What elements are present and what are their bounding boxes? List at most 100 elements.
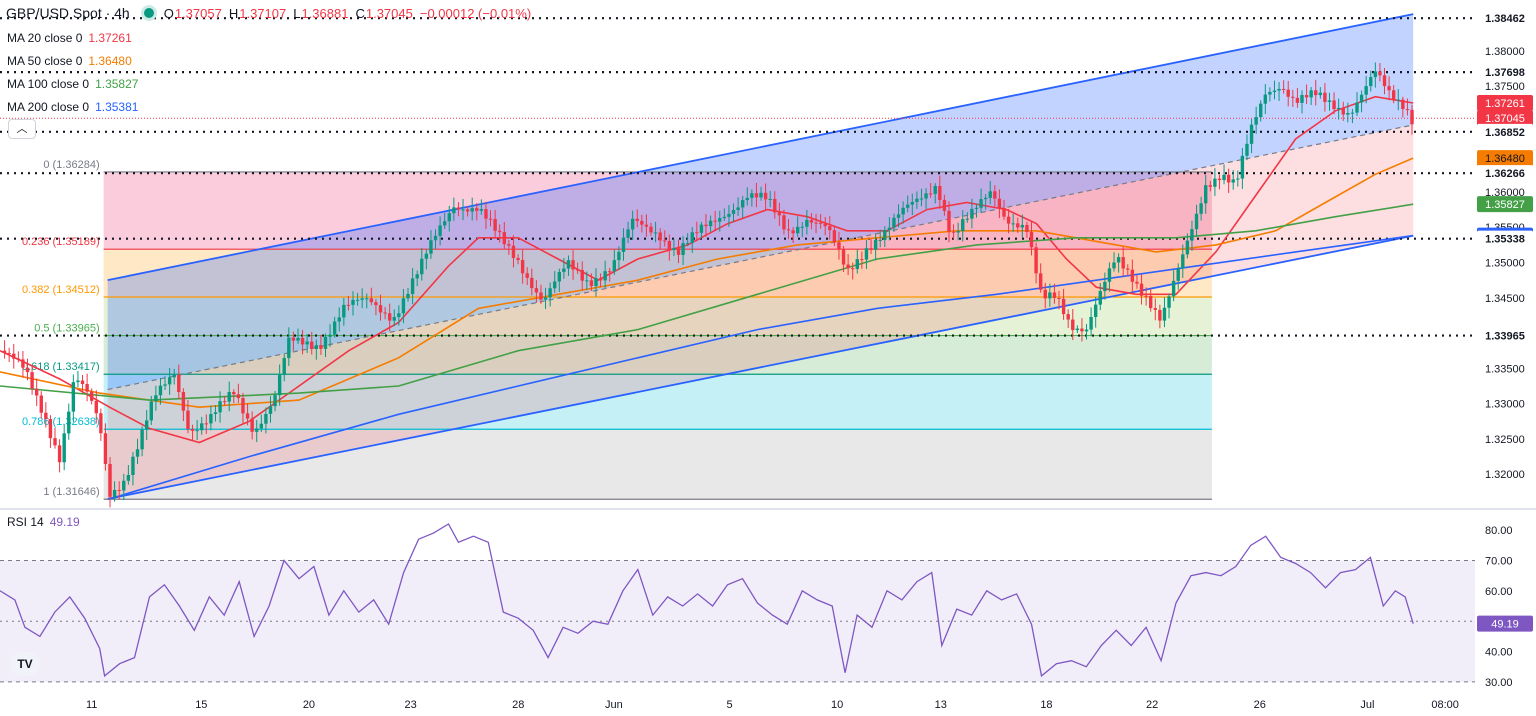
candle-body bbox=[557, 271, 562, 282]
candle-body bbox=[62, 433, 66, 463]
candle-body bbox=[1323, 92, 1327, 102]
candle-body bbox=[1309, 90, 1313, 98]
candle-body bbox=[1268, 91, 1272, 95]
candle-body bbox=[135, 449, 140, 457]
candle-body bbox=[53, 438, 57, 446]
symbol-title[interactable]: GBP/USD Spot · 4h bbox=[6, 5, 130, 21]
ma200-line bbox=[109, 234, 1414, 500]
candle-body bbox=[1332, 100, 1336, 110]
candle-body bbox=[621, 237, 626, 252]
candle-body bbox=[575, 269, 580, 271]
candle-body bbox=[25, 367, 30, 373]
collapse-legend-button[interactable]: ︿ bbox=[8, 119, 36, 139]
candle-body bbox=[355, 299, 360, 301]
candle-body bbox=[319, 345, 323, 349]
candle-body bbox=[200, 423, 204, 431]
time-tick-label: Jul bbox=[1360, 699, 1374, 711]
ma50-legend[interactable]: MA 50 close 0 1.36480 bbox=[7, 54, 132, 68]
candle-body bbox=[1213, 178, 1217, 187]
candle-body bbox=[1405, 109, 1410, 111]
candle-body bbox=[94, 400, 98, 414]
price-tick-label: 1.32500 bbox=[1485, 434, 1525, 446]
candle-body bbox=[1231, 179, 1235, 183]
price-tick-label: 1.32000 bbox=[1485, 469, 1525, 481]
price-label: 1.33965 bbox=[1485, 331, 1525, 343]
candle-body bbox=[511, 245, 516, 259]
candle-body bbox=[369, 298, 374, 303]
candle-body bbox=[961, 219, 965, 232]
time-tick-label: 15 bbox=[195, 699, 207, 711]
ma50-line bbox=[0, 157, 1414, 409]
time-tick-label: 18 bbox=[1040, 699, 1052, 711]
candle-body bbox=[768, 198, 772, 200]
candle-body bbox=[736, 207, 740, 210]
candle-body bbox=[1341, 107, 1345, 115]
time-tick-label: 23 bbox=[404, 699, 416, 711]
ma100-legend[interactable]: MA 100 close 0 1.35827 bbox=[7, 77, 138, 91]
candle-body bbox=[332, 321, 337, 335]
candle-body bbox=[1226, 174, 1231, 183]
candle-body bbox=[314, 345, 319, 350]
tradingview-logo[interactable]: TV bbox=[10, 652, 40, 676]
candle-body bbox=[1272, 90, 1277, 92]
fib-label-0.236: 0.236 (1.35189) bbox=[22, 236, 100, 248]
candle-body bbox=[475, 208, 479, 211]
candle-body bbox=[1171, 280, 1176, 297]
candle-body bbox=[860, 259, 864, 261]
candle-body bbox=[740, 200, 745, 208]
candle-body bbox=[942, 199, 947, 211]
candle-body bbox=[360, 298, 364, 300]
candle-body bbox=[983, 197, 988, 200]
price-label: 1.35338 bbox=[1485, 234, 1525, 246]
candle-body bbox=[805, 219, 809, 227]
candle-body bbox=[956, 231, 960, 233]
rsi-value-label: 49.19 bbox=[1491, 619, 1519, 631]
ma20-line bbox=[0, 95, 1414, 444]
candle-body bbox=[39, 395, 43, 413]
price-label-box bbox=[1477, 150, 1533, 167]
candle-body bbox=[429, 240, 433, 254]
low-label: L bbox=[293, 5, 301, 21]
candle-body bbox=[365, 298, 369, 300]
candle-body bbox=[181, 391, 186, 411]
time-tick-label: 08:00 bbox=[1431, 699, 1459, 711]
candle-body bbox=[392, 317, 396, 321]
candle-body bbox=[873, 240, 878, 250]
candle-body bbox=[456, 207, 461, 210]
candle-body bbox=[48, 418, 53, 439]
candle-body bbox=[1327, 100, 1332, 102]
ma20-name: MA 20 close 0 bbox=[7, 31, 83, 45]
price-label-box bbox=[1477, 327, 1533, 344]
candle-body bbox=[1387, 86, 1391, 91]
ma200-legend[interactable]: MA 200 close 0 1.35381 bbox=[7, 100, 138, 114]
price-tick-label: 1.33500 bbox=[1485, 363, 1525, 375]
price-label: 1.38462 bbox=[1485, 13, 1525, 25]
candle-body bbox=[1093, 304, 1098, 317]
channel-upper-fill bbox=[107, 14, 1414, 390]
candle-body bbox=[951, 231, 956, 233]
ma20-legend[interactable]: MA 20 close 0 1.37261 bbox=[7, 31, 132, 45]
close-label: C bbox=[355, 5, 365, 21]
candle-body bbox=[846, 264, 850, 269]
candle-body bbox=[397, 313, 401, 318]
candle-body bbox=[287, 337, 291, 359]
fib-label-0.5: 0.5 (1.33965) bbox=[34, 323, 99, 335]
rsi-value: 49.19 bbox=[49, 515, 80, 529]
candle-body bbox=[1071, 319, 1075, 331]
candle-body bbox=[630, 218, 635, 230]
candle-body bbox=[933, 185, 937, 194]
change-value: −0.00012 (−0.01%) bbox=[419, 5, 532, 21]
candle-body bbox=[612, 260, 617, 272]
candle-body bbox=[516, 258, 520, 260]
candle-body bbox=[1029, 231, 1034, 248]
rsi-value-box bbox=[1477, 615, 1533, 632]
rsi-legend[interactable]: RSI 14 49.19 bbox=[7, 515, 80, 529]
open-label: O bbox=[163, 5, 174, 21]
rsi-tick-label: 30.00 bbox=[1485, 677, 1513, 689]
candle-body bbox=[809, 219, 814, 223]
candle-body bbox=[1314, 90, 1318, 96]
candle-body bbox=[117, 489, 121, 491]
candle-body bbox=[383, 312, 387, 314]
candle-body bbox=[465, 209, 470, 212]
